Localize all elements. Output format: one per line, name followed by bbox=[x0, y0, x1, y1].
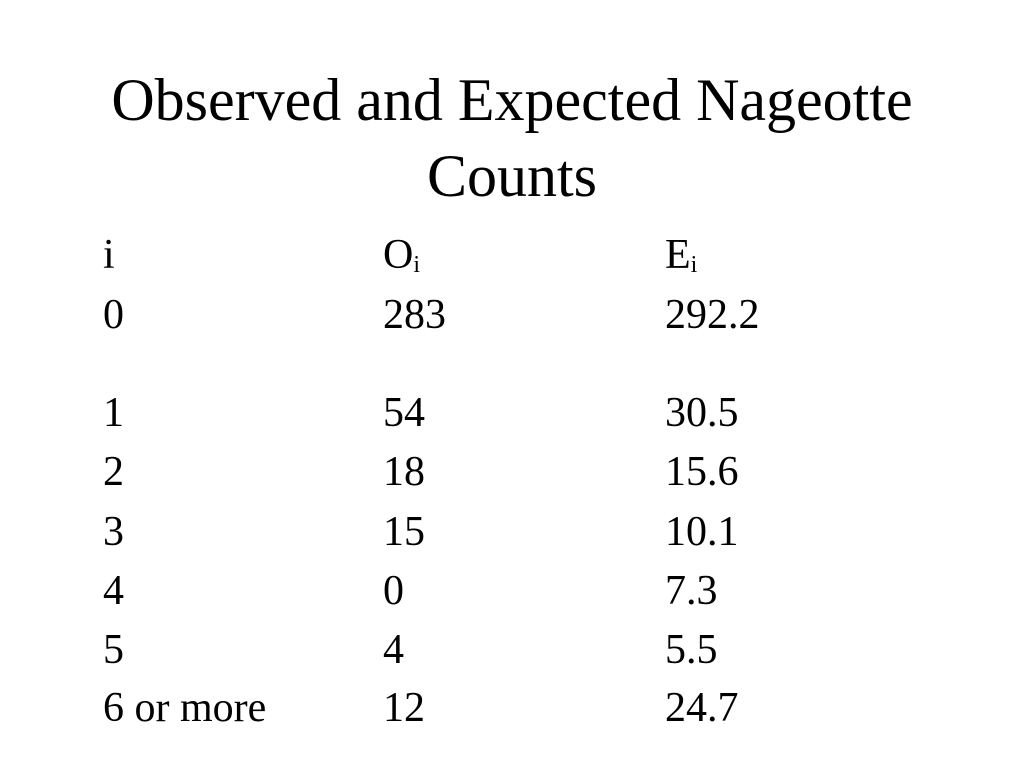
table-cell: 4 bbox=[383, 627, 404, 673]
table-cell: 2 bbox=[103, 449, 124, 495]
table-cell: 15 bbox=[383, 509, 425, 555]
table-cell: 12 bbox=[383, 685, 425, 731]
table-cell: 18 bbox=[383, 449, 425, 495]
header-text: O bbox=[383, 232, 414, 278]
header-text: E bbox=[665, 232, 691, 278]
table-cell: 5.5 bbox=[665, 627, 718, 673]
slide-title: Observed and Expected Nageotte Counts bbox=[111, 67, 913, 209]
header-text: i bbox=[103, 232, 115, 278]
header-cell: Oi bbox=[383, 231, 420, 279]
header-subscript: i bbox=[413, 252, 421, 278]
header-subscript: i bbox=[690, 252, 698, 278]
table-cell: 4 bbox=[103, 568, 124, 614]
table-cell: 5 bbox=[103, 627, 124, 673]
table-cell: 10.1 bbox=[665, 509, 739, 555]
table-cell: 283 bbox=[383, 292, 446, 338]
table-cell: 6 or more bbox=[103, 685, 267, 731]
table-cell: 0 bbox=[383, 568, 404, 614]
table-cell: 292.2 bbox=[665, 292, 760, 338]
table-cell: 15.6 bbox=[665, 449, 739, 495]
table-cell: 0 bbox=[103, 292, 124, 338]
table-cell: 3 bbox=[103, 509, 124, 555]
table-cell: 24.7 bbox=[665, 685, 739, 731]
table-cell: 1 bbox=[103, 390, 124, 436]
header-cell: Ei bbox=[665, 231, 697, 279]
table-cell: 7.3 bbox=[665, 568, 718, 614]
table-cell: 54 bbox=[383, 390, 425, 436]
table-cell: 30.5 bbox=[665, 390, 739, 436]
header-cell: i bbox=[103, 231, 115, 279]
